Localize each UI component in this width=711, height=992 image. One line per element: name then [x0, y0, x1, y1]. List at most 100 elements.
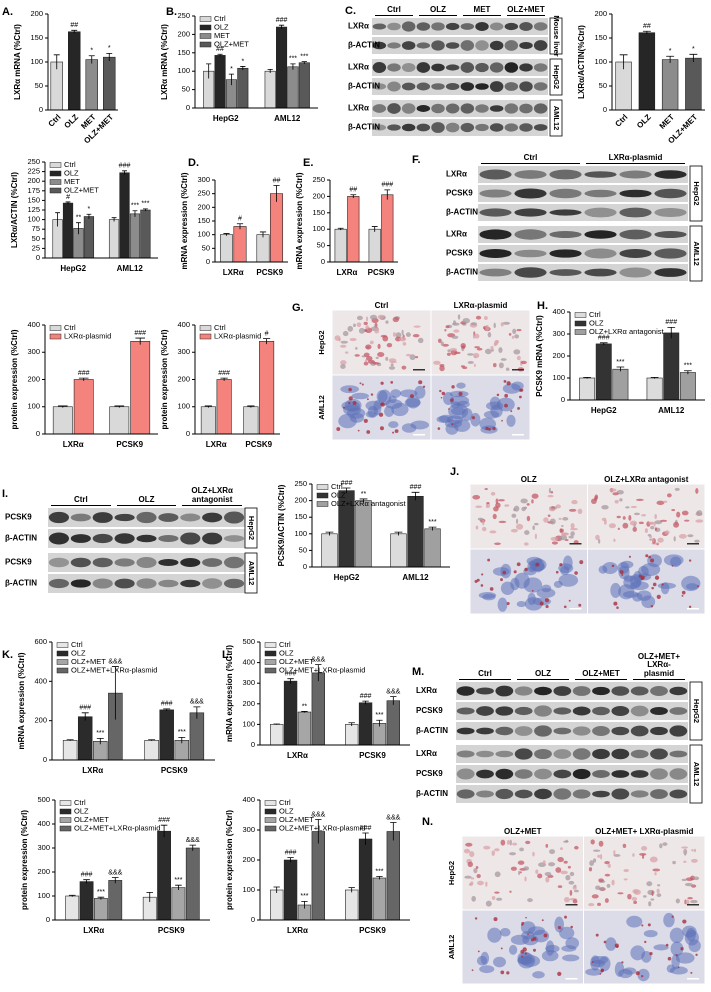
error-bar	[301, 61, 307, 64]
row-label: LXRα	[348, 22, 369, 31]
stain-spot	[511, 513, 517, 518]
stain-spot	[409, 354, 416, 361]
stain-spot	[543, 517, 549, 523]
lipid-drop	[500, 947, 503, 950]
blot-band	[489, 81, 504, 92]
blot-band	[202, 532, 223, 545]
lipid-drop	[474, 917, 478, 920]
blot-band	[592, 770, 610, 778]
lipid-drop	[366, 430, 371, 434]
y-tick-label: 400	[242, 658, 255, 667]
stain-spot	[462, 318, 470, 324]
group-frame	[244, 507, 258, 549]
blot-strip	[456, 745, 688, 763]
bar	[52, 406, 73, 435]
stain-spot	[659, 843, 663, 849]
stain-spot	[385, 320, 389, 324]
scale-bar	[687, 543, 699, 545]
bar	[358, 838, 373, 921]
stain-spot	[485, 881, 488, 887]
stain-spot	[563, 860, 568, 864]
stain-spot	[494, 848, 500, 852]
bar	[214, 55, 226, 109]
blot-band	[650, 726, 668, 736]
lipid-drop	[477, 950, 480, 953]
stain-spot	[527, 898, 533, 903]
stain-spot	[473, 867, 478, 874]
stain-spot	[569, 889, 573, 896]
lipid-drop	[680, 947, 684, 951]
blot-band	[549, 169, 582, 180]
cell	[506, 414, 516, 427]
error-bar	[359, 498, 368, 503]
stain-spot	[475, 525, 479, 530]
blot-band	[223, 578, 245, 589]
stain-spot	[608, 523, 616, 529]
row-label: PCSK9	[446, 189, 473, 198]
panel-label: C.	[345, 5, 356, 17]
stain-spot	[572, 885, 577, 890]
stain-spot	[354, 354, 360, 357]
error-bar	[278, 24, 285, 29]
bar	[259, 341, 275, 435]
cell	[490, 404, 503, 418]
column-label: Ctrl	[51, 470, 111, 506]
blot-band	[514, 267, 547, 278]
blot-band	[669, 686, 688, 696]
stain-spot	[534, 522, 539, 526]
column-label-box: Ctrl	[481, 153, 580, 164]
group-label: AML12	[552, 106, 561, 131]
blot-band	[136, 511, 157, 524]
stain-spot	[457, 314, 461, 320]
stain-spot	[489, 530, 497, 534]
lipid-drop	[352, 401, 357, 405]
stain-spot	[634, 512, 640, 516]
y-tick-label: 300	[552, 329, 565, 338]
y-tick-label: 200	[197, 202, 210, 211]
stain-spot	[574, 845, 579, 850]
bar	[200, 406, 216, 435]
error-bar	[111, 666, 119, 720]
y-tick-label: 250	[197, 189, 210, 198]
stain-spot	[607, 863, 611, 868]
group-label: HepG2	[692, 699, 701, 723]
legend-label: OLZ+MET	[64, 185, 99, 194]
stain-spot	[662, 842, 668, 846]
lipid-drop	[671, 915, 674, 918]
lipid-drop	[390, 380, 394, 384]
legend-label: Ctrl	[589, 310, 601, 319]
significance-label: **	[361, 491, 367, 498]
lipid-drop	[616, 606, 619, 609]
lipid-drop	[654, 575, 660, 580]
y-tick-label: 0	[39, 105, 43, 114]
micrograph	[587, 483, 706, 550]
legend-label: LXRα-plasmid	[214, 331, 261, 340]
panel-label: I.	[2, 488, 8, 500]
y-tick-label: 25	[32, 243, 40, 252]
legend-swatch	[49, 325, 62, 331]
stain-spot	[611, 879, 615, 886]
cell	[390, 389, 402, 398]
legend-label: OLZ	[589, 318, 604, 327]
blot-band	[630, 770, 649, 778]
row-label: LXRα	[446, 230, 467, 239]
blot-band	[401, 41, 416, 50]
blot-band	[504, 22, 519, 31]
stain-spot	[338, 337, 341, 342]
stain-spot	[481, 526, 487, 532]
stain-spot	[467, 353, 474, 356]
cell	[643, 930, 658, 938]
cell	[663, 912, 675, 928]
blot-band	[48, 557, 70, 568]
stain-spot	[514, 334, 520, 339]
cell	[517, 951, 532, 965]
blot-band	[92, 533, 113, 544]
lipid-drop	[480, 584, 484, 587]
y-tick-label: 0	[561, 395, 565, 404]
lipid-drop	[535, 562, 540, 567]
stain-spot	[532, 525, 535, 530]
column-label-box: Ctrl	[51, 470, 111, 506]
stain-spot	[690, 858, 698, 863]
bar	[83, 216, 95, 259]
stain-spot	[442, 343, 449, 347]
